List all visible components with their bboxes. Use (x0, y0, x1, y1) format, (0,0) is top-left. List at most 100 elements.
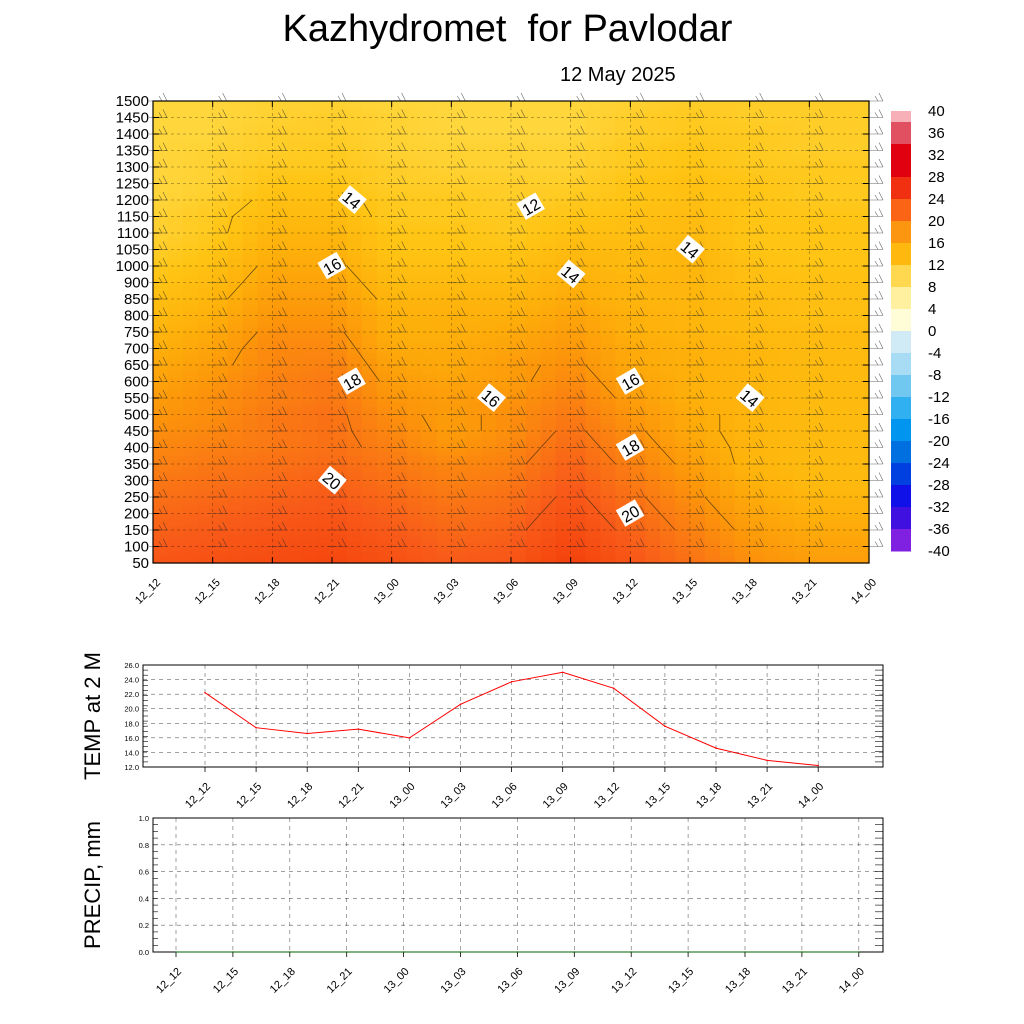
heatmap-cell (704, 216, 721, 222)
heatmap-cell (153, 183, 169, 189)
heatmap-cell (332, 468, 348, 473)
heatmap-cell (630, 406, 646, 411)
heatmap-cell (153, 435, 169, 440)
heatmap-cell (839, 162, 855, 168)
heatmap-cell (466, 245, 482, 251)
heatmap-cell (600, 327, 617, 333)
heatmap-cell (346, 261, 363, 267)
heatmap-cell (406, 550, 423, 556)
heatmap-cell (660, 303, 676, 308)
heatmap-cell (704, 426, 721, 432)
heatmap-cell (302, 311, 318, 317)
heatmap-cell (704, 332, 721, 337)
heatmap-cell (511, 530, 527, 535)
heatmap-cell (854, 249, 870, 255)
heatmap-cell (540, 290, 557, 296)
heatmap-cell (466, 216, 482, 222)
heatmap-cell (406, 175, 423, 180)
heatmap-cell (317, 447, 333, 453)
heatmap-cell (615, 455, 631, 461)
heatmap-cell (332, 385, 348, 391)
heatmap-cell (496, 414, 512, 420)
heatmap-cell (361, 200, 378, 205)
heatmap-cell (675, 311, 691, 317)
heatmap-cell (272, 418, 288, 424)
heatmap-cell (332, 237, 348, 242)
heatmap-cell (585, 257, 602, 263)
heatmap-cell (406, 340, 423, 345)
heatmap-cell (585, 336, 602, 341)
heatmap-cell (481, 315, 497, 321)
heatmap-cell (376, 377, 393, 383)
heatmap-cell (704, 410, 721, 416)
heatmap-cell (481, 492, 497, 498)
heatmap-cell (466, 546, 482, 552)
heatmap-cell (704, 208, 721, 213)
heatmap-cell (734, 233, 751, 238)
heatmap-cell (570, 406, 587, 411)
heatmap-cell (645, 480, 661, 486)
heatmap-cell (764, 158, 781, 164)
heatmap-cell (406, 365, 423, 370)
heatmap-cell (212, 319, 229, 325)
heatmap-cell (272, 422, 288, 428)
heatmap-cell (376, 501, 393, 506)
heatmap-cell (317, 542, 333, 548)
heatmap-cell (525, 278, 542, 284)
heatmap-cell (615, 162, 631, 168)
heatmap-cell (675, 459, 691, 465)
heatmap-cell (600, 150, 617, 156)
heatmap-cell (302, 352, 318, 358)
heatmap-cell (376, 492, 393, 498)
heatmap-cell (734, 513, 751, 519)
heatmap-cell (660, 480, 676, 486)
heatmap-cell (302, 472, 318, 477)
heatmap-cell (376, 183, 393, 189)
heatmap-cell (764, 426, 781, 432)
heatmap-cell (854, 439, 870, 444)
heatmap-cell (749, 187, 766, 193)
heatmap-cell (600, 542, 617, 548)
heatmap-cell (854, 307, 870, 312)
heatmap-cell (645, 245, 661, 251)
heatmap-cell (406, 245, 423, 251)
heatmap-cell (376, 327, 393, 333)
heatmap-cell (212, 513, 229, 519)
heatmap-cell (287, 377, 303, 383)
heatmap-cell (391, 517, 408, 523)
heatmap-cell (302, 216, 318, 222)
heatmap-cell (466, 414, 482, 420)
heatmap-cell (630, 501, 646, 506)
heatmap-cell (496, 241, 512, 246)
heatmap-cell (421, 352, 438, 358)
heatmap-cell (675, 389, 691, 395)
heatmap-cell (376, 245, 393, 251)
heatmap-cell (257, 369, 273, 374)
heatmap-cell (690, 282, 706, 288)
heatmap-cell (376, 278, 393, 284)
heatmap-cell (555, 286, 572, 292)
heatmap-cell (346, 534, 363, 539)
heatmap-cell (197, 393, 214, 399)
heatmap-cell (242, 327, 259, 333)
heatmap-cell (630, 134, 646, 139)
heatmap-cell (257, 237, 273, 242)
heatmap-cell (570, 336, 587, 341)
heatmap-cell (466, 459, 482, 465)
heatmap-cell (153, 216, 169, 222)
heatmap-cell (839, 558, 855, 564)
heatmap-cell (630, 389, 646, 395)
heatmap-cell (675, 187, 691, 193)
heatmap-cell (660, 249, 676, 255)
heatmap-cell (302, 447, 318, 453)
heatmap-cell (302, 451, 318, 457)
heatmap-cell (167, 162, 184, 168)
heatmap-cell (212, 468, 229, 473)
heatmap-cell (749, 290, 766, 296)
heatmap-cell (317, 200, 333, 205)
heatmap-cell (317, 431, 333, 436)
heatmap-cell (824, 204, 840, 209)
heatmap-cell (406, 307, 423, 312)
heatmap-cell (854, 410, 870, 416)
heatmap-cell (570, 464, 587, 469)
